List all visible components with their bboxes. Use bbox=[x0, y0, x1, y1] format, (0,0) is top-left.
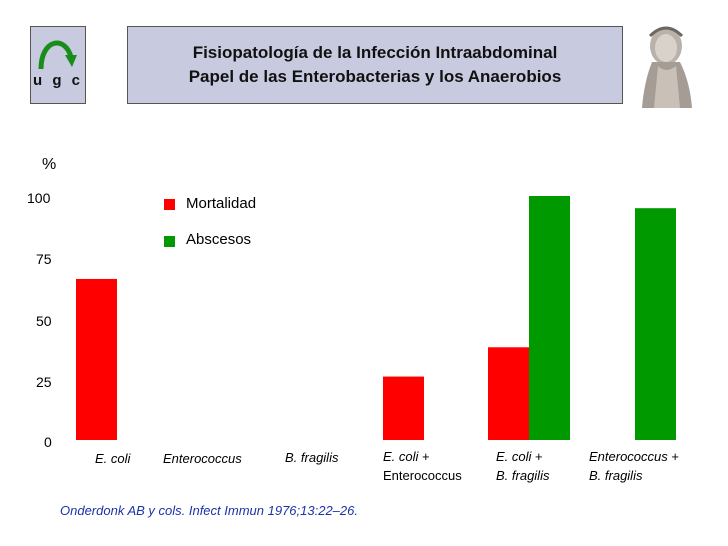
bar-mortalidad-0 bbox=[76, 278, 117, 440]
bar-mortalidad-3 bbox=[383, 376, 424, 440]
y-axis-label: % bbox=[42, 156, 57, 173]
title-line-2: Papel de las Enterobacterias y los Anaer… bbox=[188, 67, 562, 86]
y-tick-50: 50 bbox=[36, 313, 52, 329]
bar-mortalidad-4 bbox=[488, 347, 529, 440]
y-tick-100: 100 bbox=[27, 190, 51, 206]
statue-bust-image bbox=[636, 22, 698, 108]
y-tick-75: 75 bbox=[36, 251, 52, 267]
title-line-1: Fisiopatología de la Infección Intraabdo… bbox=[192, 43, 558, 62]
citation: Onderdonk AB y cols. Infect Immun 1976;1… bbox=[60, 503, 358, 518]
legend-label-mortalidad: Mortalidad bbox=[186, 195, 257, 212]
legend-swatch-abscesos bbox=[164, 236, 175, 247]
logo-text: u g c bbox=[32, 72, 83, 89]
category-label-e-coli-enterococcus: E. coli + Enterococcus bbox=[383, 449, 462, 483]
legend-swatch-mortalidad bbox=[164, 199, 175, 210]
category-label-b-fragilis: B. fragilis bbox=[285, 450, 339, 465]
bar-abscesos-4 bbox=[529, 196, 570, 440]
legend-label-abscesos: Abscesos bbox=[186, 231, 252, 248]
y-tick-25: 25 bbox=[36, 374, 52, 390]
category-label-enterococcus: Enterococcus bbox=[163, 451, 242, 466]
category-label-enterococcus-b-fragilis: Enterococcus + B. fragilis bbox=[589, 449, 679, 483]
title-box: Fisiopatología de la Infección Intraabdo… bbox=[127, 26, 623, 104]
bar-abscesos-5 bbox=[635, 208, 676, 440]
curved-arrow-icon bbox=[38, 40, 77, 70]
category-label-e-coli: E. coli bbox=[95, 451, 131, 466]
category-label-e-coli-b-fragilis: E. coli + B. fragilis bbox=[496, 449, 550, 483]
y-tick-0: 0 bbox=[44, 434, 52, 450]
ugc-logo: u g c bbox=[30, 26, 86, 104]
